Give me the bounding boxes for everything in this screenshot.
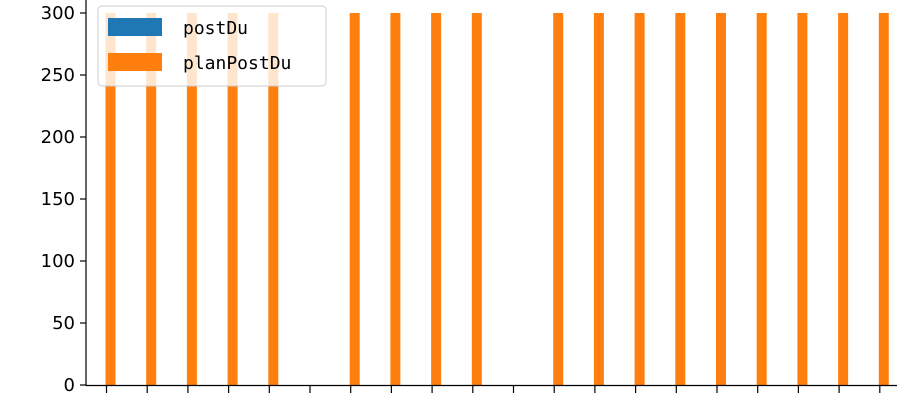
- axes-group: [85, 0, 897, 387]
- y-tick-label-3: 150: [41, 189, 75, 210]
- legend-swatch-planPostDu: [108, 53, 162, 71]
- y-tick-label-5: 250: [41, 65, 75, 86]
- y-tick-label-6: 300: [41, 3, 75, 24]
- bar-planPostDu-4: [268, 13, 279, 385]
- bar-planPostDu-2: [186, 13, 197, 385]
- y-ticks-group: 0 50 100 150 200 250 300: [41, 3, 86, 396]
- bar-planPostDu-1: [146, 13, 157, 385]
- legend-swatch-postDu: [108, 18, 162, 36]
- bar-planPostDu-3: [227, 13, 238, 385]
- x-ticks-group: [105, 386, 881, 393]
- bar-planPostDu-6: [349, 13, 360, 385]
- legend: postDu planPostDu: [97, 5, 327, 87]
- bar-planPostDu-12: [593, 13, 604, 385]
- y-tick-label-2: 100: [41, 251, 75, 272]
- bar-planPostDu-15: [716, 13, 726, 385]
- y-tick-label-1: 50: [52, 313, 75, 334]
- bar-planPostDu-18: [838, 13, 849, 385]
- bar-planPostDu-8: [431, 13, 442, 385]
- bar-planPostDu-17: [797, 13, 808, 385]
- bar-planPostDu-9: [471, 13, 482, 385]
- bar-planPostDu-14: [675, 13, 686, 385]
- bar-planPostDu-0: [105, 13, 116, 385]
- bar-planPostDu-16: [756, 13, 767, 385]
- legend-label-planPostDu: planPostDu: [183, 53, 291, 74]
- legend-label-postDu: postDu: [183, 18, 248, 39]
- y-tick-label-4: 200: [41, 127, 75, 148]
- y-tick-label-0: 0: [64, 375, 75, 396]
- bars-group: [105, 13, 889, 385]
- bar-planPostDu-13: [634, 13, 645, 385]
- bar-planPostDu-19: [878, 13, 889, 385]
- bar-planPostDu-11: [553, 13, 564, 385]
- bar-planPostDu-7: [390, 13, 401, 385]
